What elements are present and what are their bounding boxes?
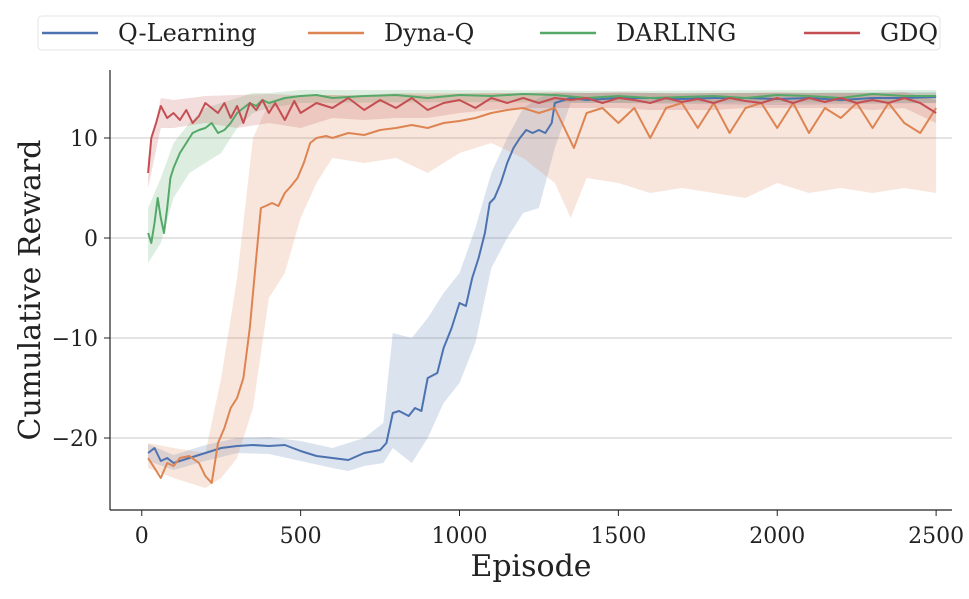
- y-tick-label: 10: [70, 127, 98, 152]
- legend-label-darling: DARLING: [616, 19, 736, 47]
- x-axis-title: Episode: [470, 549, 591, 584]
- series-lines: [147, 93, 937, 484]
- x-tick-label: 2000: [749, 524, 805, 549]
- y-axis-title: Cumulative Reward: [13, 140, 48, 441]
- legend-label-gdq: GDQ: [880, 19, 938, 47]
- dyna-q-band: [148, 93, 937, 488]
- x-tick-label: 2500: [908, 524, 964, 549]
- x-tick-label: 500: [280, 524, 322, 549]
- darling-line: [147, 93, 937, 244]
- q-learning-band: [148, 92, 937, 471]
- y-tick-label: −20: [52, 427, 98, 452]
- y-tick-label: −10: [52, 327, 98, 352]
- gdq-band: [148, 92, 937, 188]
- x-tick-label: 0: [135, 524, 149, 549]
- ticks: −20 −10 0 10 0 500 1000 1500 2000 2500: [52, 127, 965, 549]
- x-tick-label: 1500: [590, 524, 646, 549]
- legend-frame: [37, 15, 941, 51]
- gdq-line: [147, 97, 937, 174]
- confidence-bands: [148, 90, 937, 488]
- legend: Q-Learning Dyna-Q DARLING GDQ: [37, 15, 941, 51]
- legend-label-dyna-q: Dyna-Q: [384, 19, 474, 47]
- y-tick-label: 0: [84, 227, 98, 252]
- gridlines: [110, 137, 952, 439]
- x-tick-label: 1000: [432, 524, 488, 549]
- axes: [109, 70, 952, 511]
- dyna-q-line: [147, 102, 937, 484]
- legend-label-q-learning: Q-Learning: [118, 19, 257, 47]
